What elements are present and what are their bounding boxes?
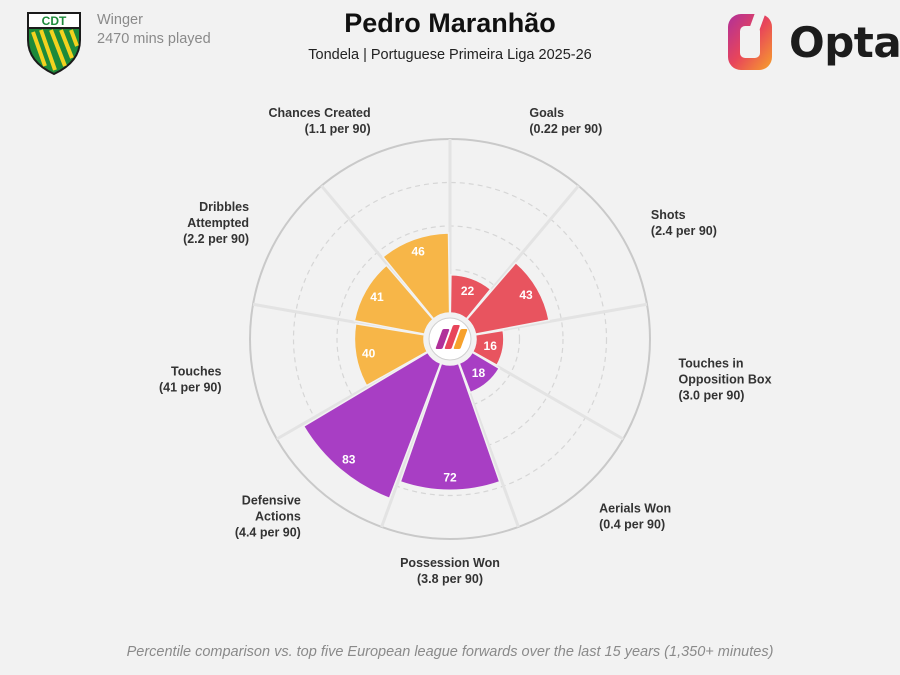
- axis-name: Actions: [255, 510, 301, 524]
- axis-rate: (4.4 per 90): [235, 526, 301, 540]
- value-label: 83: [342, 453, 356, 467]
- axis-name: Shots: [651, 208, 686, 222]
- bar-shots: [465, 261, 550, 336]
- sector-divider: [457, 362, 520, 528]
- axis-rate: (3.0 per 90): [678, 388, 744, 402]
- center-mark-stroke: [453, 329, 468, 349]
- axis-name: Goals: [529, 106, 564, 120]
- value-label: 40: [362, 346, 376, 360]
- value-label: 46: [411, 245, 425, 259]
- sector-divider: [475, 302, 648, 336]
- club-crest-icon: CDT: [27, 12, 81, 76]
- axis-rate: (3.8 per 90): [417, 572, 483, 586]
- axis-label: Defensive Actions (4.4 per 90): [235, 494, 301, 540]
- axis-label: Chances Created (1.1 per 90): [269, 106, 371, 136]
- bar-chances-created: [381, 232, 451, 320]
- axis-name: Aerials Won: [599, 502, 671, 516]
- bar-goals: [449, 273, 492, 320]
- axis-label: Possession Won (3.8 per 90): [400, 556, 500, 586]
- value-label: 43: [519, 288, 533, 302]
- axis-name: Dribbles: [199, 200, 249, 214]
- bar-aerials-won: [458, 351, 501, 394]
- sector-divider: [471, 350, 624, 441]
- axis-rate: (41 per 90): [159, 380, 222, 394]
- page-subtitle: Tondela | Portuguese Primeira Liga 2025-…: [308, 47, 592, 63]
- player-minutes: 2470 mins played: [97, 31, 211, 47]
- center-mark-icon: [435, 325, 468, 349]
- brand-name: Opta: [789, 18, 900, 67]
- axis-name: Attempted: [187, 216, 249, 230]
- axis-label: Dribbles Attempted (2.2 per 90): [183, 200, 249, 246]
- axis-label: Touches (41 per 90): [159, 364, 222, 394]
- grid-ring-3: [292, 181, 608, 497]
- bar-possession-won: [399, 362, 501, 492]
- value-label: 22: [461, 284, 475, 298]
- axis-name: Chances Created: [269, 106, 371, 120]
- axis-label: Aerials Won (0.4 per 90): [599, 502, 671, 532]
- value-label: 72: [443, 470, 457, 484]
- axis-name: Possession Won: [400, 556, 500, 570]
- axis-label: Touches in Opposition Box (3.0 per 90): [678, 356, 771, 402]
- bar-touches-in-opposition-box: [471, 329, 505, 367]
- center-mark-stroke: [435, 329, 450, 349]
- axis-rate: (0.22 per 90): [529, 122, 602, 136]
- opta-logo-icon: [728, 12, 772, 70]
- sector-divider: [380, 362, 443, 528]
- axis-label: Goals (0.22 per 90): [529, 106, 602, 136]
- axis-name: Defensive: [242, 494, 301, 508]
- player-info: Winger 2470 mins played: [97, 11, 211, 49]
- value-label: 41: [370, 290, 384, 304]
- axis-label: Shots (2.4 per 90): [651, 208, 717, 238]
- bar-defensive-actions: [302, 351, 442, 500]
- player-position: Winger: [97, 12, 143, 28]
- sector-divider: [276, 350, 429, 441]
- value-label: 16: [484, 339, 498, 353]
- axis-rate: (1.1 per 90): [305, 122, 371, 136]
- crest-text: CDT: [42, 14, 67, 28]
- axis-name: Touches: [171, 364, 222, 378]
- axis-rate: (2.4 per 90): [651, 224, 717, 238]
- bar-touches: [353, 322, 429, 387]
- axis-rate: (0.4 per 90): [599, 518, 665, 532]
- axis-name: Touches in: [678, 356, 743, 370]
- bar-dribbles-attempted: [353, 264, 435, 336]
- chart-footnote: Percentile comparison vs. top five Europ…: [126, 644, 774, 660]
- sector-divider: [252, 302, 425, 336]
- sector-divider: [465, 184, 580, 321]
- axis-name: Opposition Box: [678, 372, 771, 386]
- value-label: 18: [472, 366, 486, 380]
- sector-divider: [320, 184, 435, 321]
- center-mark-stroke: [444, 325, 460, 349]
- axis-rate: (2.2 per 90): [183, 232, 249, 246]
- page-title: Pedro Maranhão: [344, 8, 556, 38]
